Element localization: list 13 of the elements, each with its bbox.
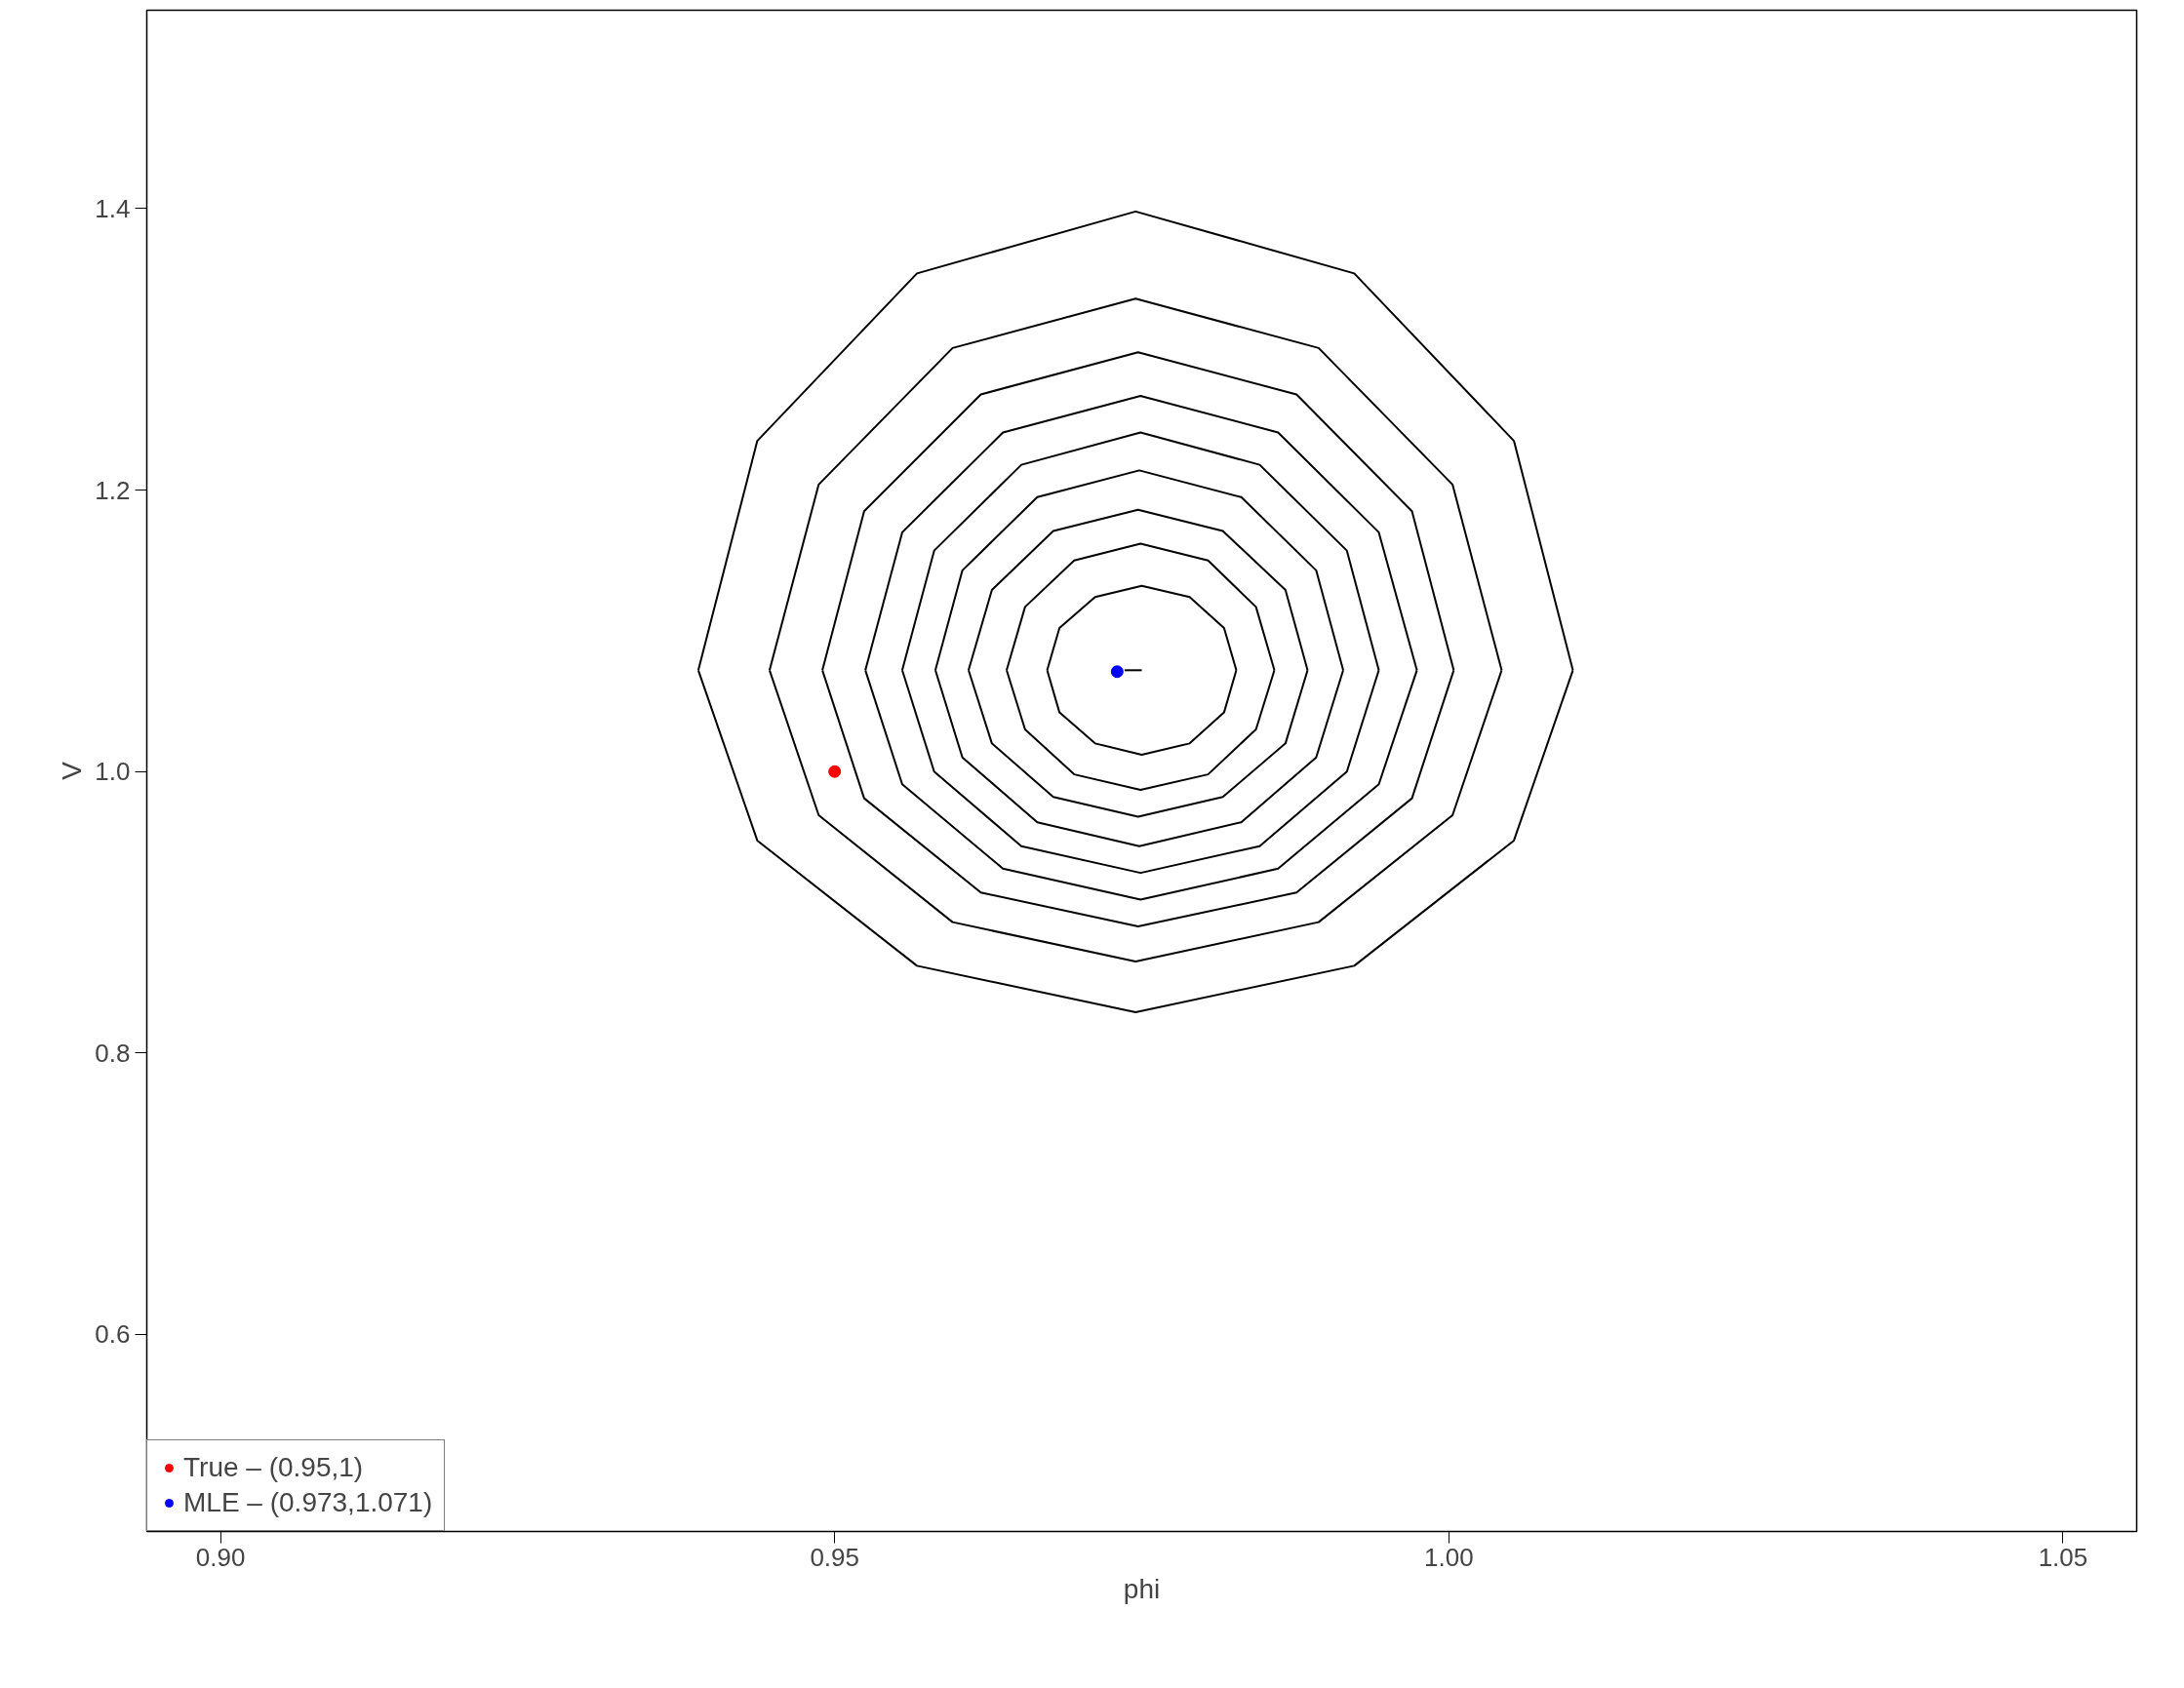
x-tick-label: 0.90 (195, 1542, 246, 1572)
y-tick-label: 0.6 (95, 1319, 131, 1350)
y-axis-title: V (57, 761, 88, 780)
x-tick-label: 1.00 (1424, 1542, 1474, 1572)
y-tick-label: 1.0 (95, 757, 131, 787)
legend-label: MLE – (0.973,1.071) (183, 1487, 433, 1518)
x-tick-label: 1.05 (2038, 1542, 2088, 1572)
y-tick-label: 0.8 (95, 1038, 131, 1068)
x-axis-title: phi (1123, 1573, 1161, 1604)
legend-label: True – (0.95,1) (183, 1452, 364, 1483)
y-tick-label: 1.2 (95, 475, 131, 505)
x-tick-label: 0.95 (810, 1542, 859, 1572)
y-tick-label: 1.4 (95, 193, 131, 223)
